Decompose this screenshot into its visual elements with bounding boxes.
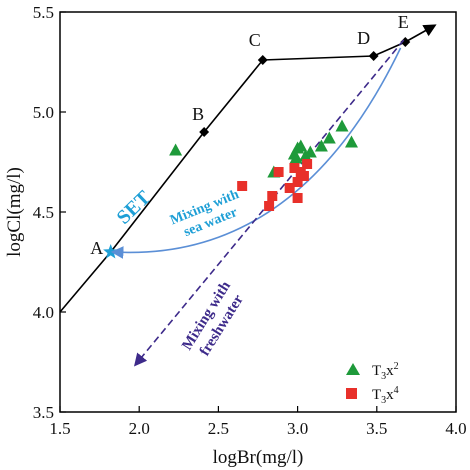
x-tick-label: 1.5 — [49, 419, 70, 438]
point-label-E: E — [398, 12, 409, 32]
legend-series1-sub: 3 — [381, 371, 386, 382]
point-marker-D — [368, 51, 379, 61]
y-axis-label: logCl(mg/l) — [4, 167, 25, 257]
legend-label-series2: T3x4 — [372, 385, 399, 406]
data-point-square — [298, 171, 309, 181]
legend-series1-base: T — [372, 363, 381, 379]
x-tick-label: 2.5 — [208, 419, 229, 438]
x-tick-label: 2.0 — [129, 419, 150, 438]
point-label-C: C — [249, 30, 261, 50]
data-points — [169, 119, 358, 211]
sea-water-annotation: Mixing with sea water — [168, 187, 241, 240]
legend-series2-sub: 3 — [381, 395, 386, 406]
x-tick-label: 3.5 — [366, 419, 387, 438]
data-point-square — [267, 191, 278, 201]
data-point-triangle — [303, 145, 317, 158]
data-point-square — [289, 163, 300, 173]
axis-tick-labels: 1.5 2.0 2.5 3.0 3.5 4.0 3.5 4.0 4.5 5.0 5.5 — [33, 3, 467, 438]
point-marker-B — [199, 127, 210, 137]
sea-water-curve-path — [110, 47, 402, 259]
path-point-labels: A B C D E — [90, 12, 409, 258]
data-point-square — [284, 183, 295, 193]
legend: T3x2 T3x4 — [346, 361, 399, 406]
legend-series2-sup: 4 — [394, 385, 399, 396]
legend-series1-mid: x — [386, 363, 394, 379]
data-point-triangle — [335, 119, 349, 132]
x-axis-label: logBr(mg/l) — [213, 447, 304, 468]
data-point-triangle — [169, 143, 183, 156]
set-path-line — [59, 24, 437, 313]
data-point-triangle — [314, 139, 328, 152]
data-point-triangle — [322, 131, 336, 144]
y-tick-label: 5.5 — [33, 3, 54, 22]
data-point-square — [237, 181, 248, 191]
sea-water-mixing-curve — [110, 47, 402, 259]
data-point-square — [292, 177, 303, 187]
legend-label-series1: T3x2 — [372, 361, 399, 382]
legend-marker-square — [346, 388, 357, 399]
y-tick-label: 4.5 — [33, 203, 54, 222]
legend-series2-mid: x — [386, 387, 394, 403]
legend-series1-sup: 2 — [394, 361, 399, 372]
legend-marker-triangle — [346, 363, 360, 375]
set-evolution-path — [59, 24, 437, 313]
freshwater-annotation: Mixing with freshwater — [179, 278, 247, 359]
x-tick-label: 3.0 — [287, 419, 308, 438]
legend-series2-base: T — [372, 387, 381, 403]
data-point-square — [292, 193, 303, 203]
y-tick-label: 5.0 — [33, 103, 54, 122]
point-label-B: B — [192, 104, 204, 124]
data-point-triangle — [345, 135, 358, 148]
data-point-square — [264, 201, 275, 211]
y-tick-label: 4.0 — [33, 303, 54, 322]
set-annotation: SET — [113, 186, 156, 229]
point-label-A: A — [90, 238, 103, 258]
data-point-square — [273, 167, 284, 177]
data-point-triangle — [289, 151, 303, 164]
data-point-square — [302, 159, 313, 169]
point-label-D: D — [357, 28, 370, 48]
data-point-triangle — [294, 139, 308, 152]
x-tick-label: 4.0 — [445, 419, 466, 438]
y-tick-label: 3.5 — [33, 403, 54, 422]
